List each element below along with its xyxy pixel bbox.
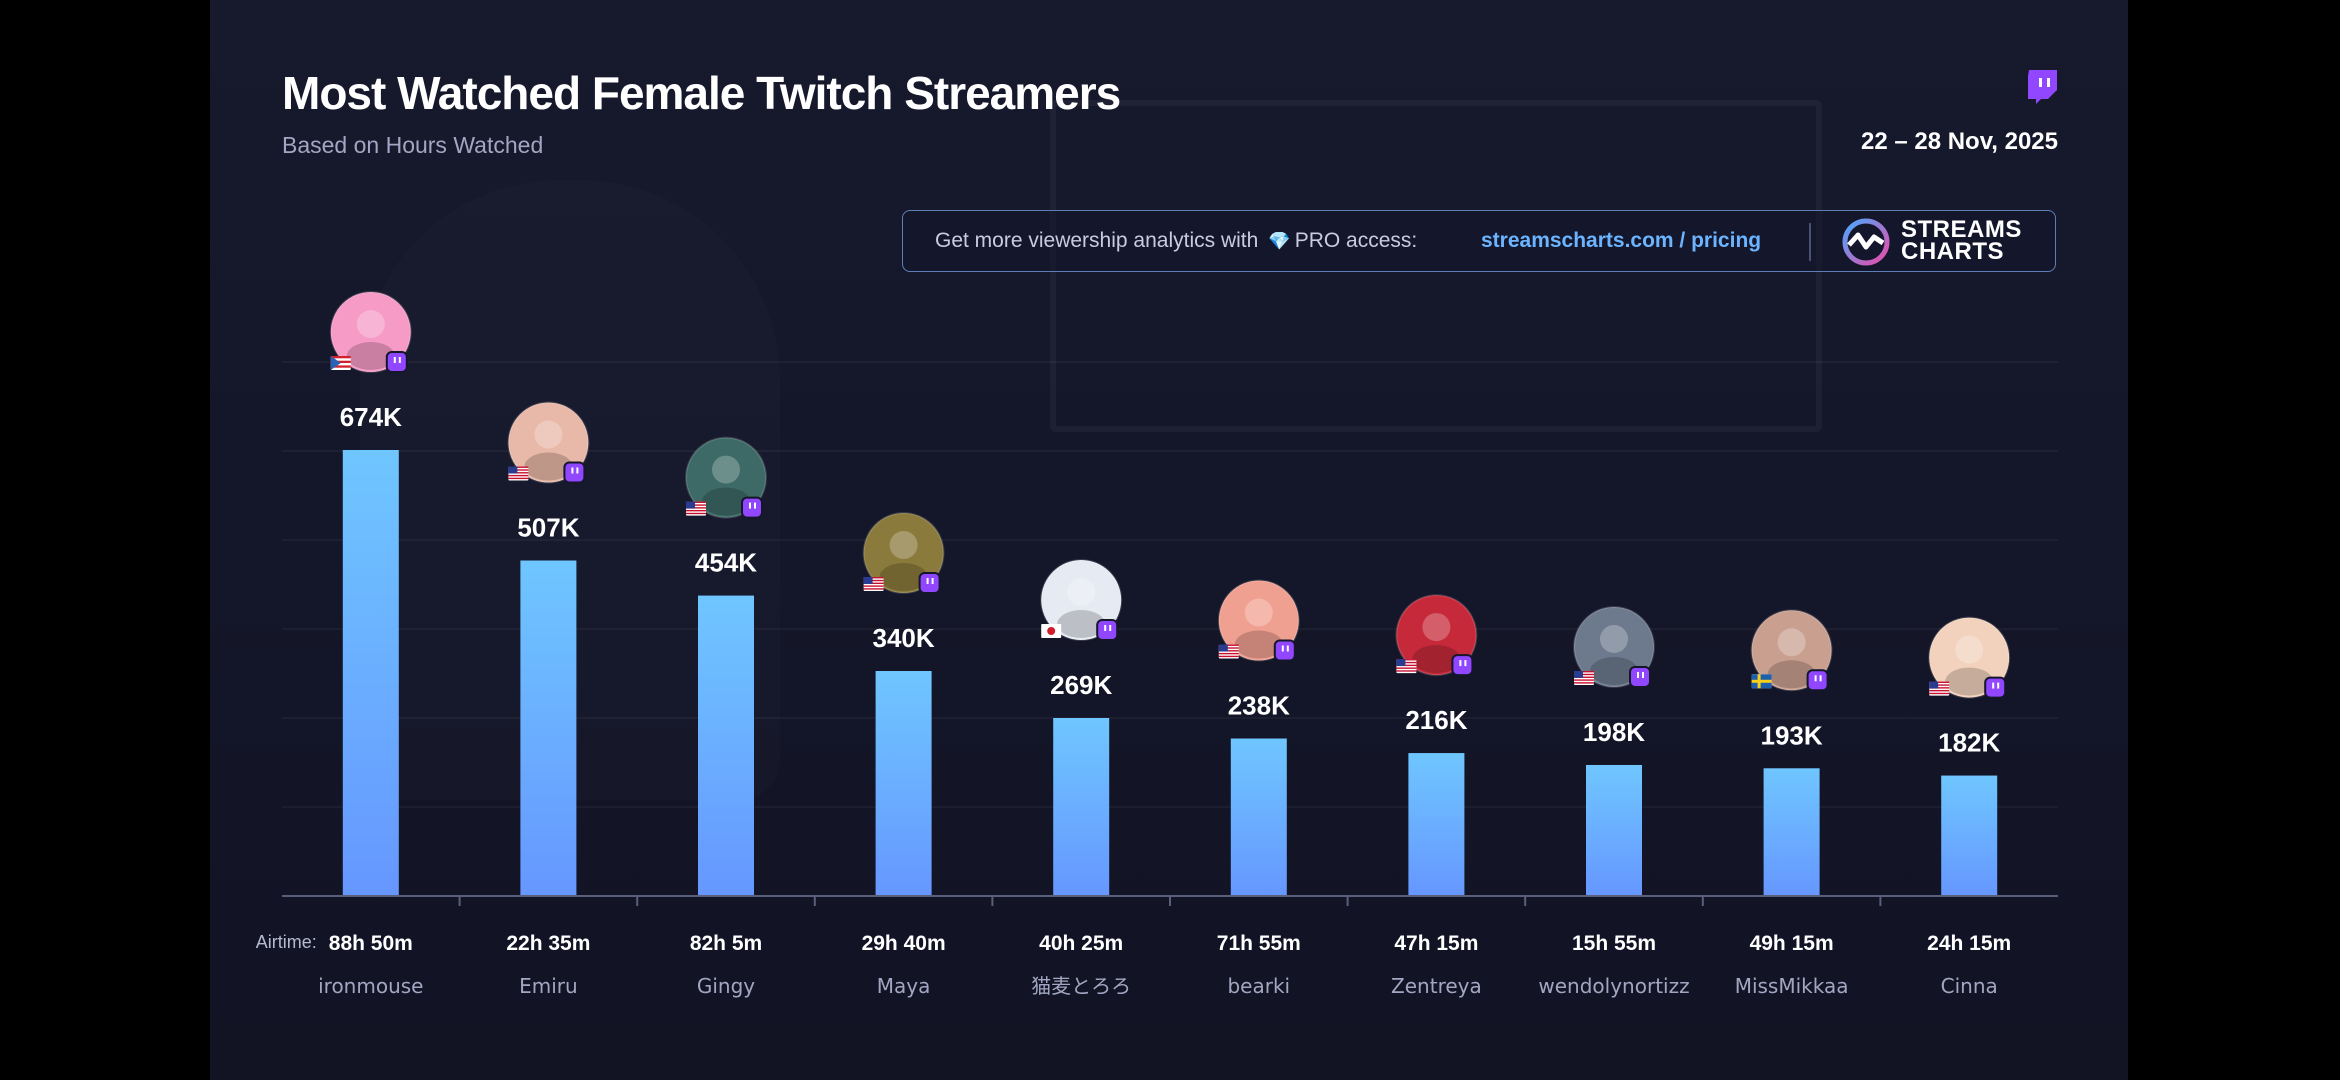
bar[interactable] <box>875 671 932 896</box>
twitch-badge-icon <box>385 351 408 373</box>
bar-chart: 674K 88h 50m ironmouse 507K 22h 35m Emiru 454K… <box>256 291 2058 998</box>
value-label: 507K <box>517 513 579 543</box>
airtime-value: 88h 50m <box>329 932 413 955</box>
twitch-logo-icon <box>2028 70 2057 104</box>
streamer-name[interactable]: MissMikkaa <box>1735 974 1849 998</box>
twitch-badge-icon <box>1273 639 1296 662</box>
streamer-avatar[interactable] <box>1040 558 1123 641</box>
streamer-avatar[interactable] <box>1217 579 1300 662</box>
twitch-badge-icon <box>918 572 941 595</box>
diamond-icon: 💎 <box>1268 231 1291 251</box>
airtime-value: 40h 25m <box>1039 932 1123 955</box>
country-flag-icon <box>863 577 884 592</box>
brand-line-1: STREAMS <box>1901 216 2022 243</box>
streamer-name[interactable]: bearki <box>1227 974 1290 998</box>
bar[interactable] <box>1230 738 1287 896</box>
airtime-value: 49h 15m <box>1750 932 1834 955</box>
twitch-badge-icon <box>1451 654 1474 677</box>
country-flag-icon <box>1396 659 1417 674</box>
streamer-name[interactable]: ironmouse <box>318 974 423 998</box>
bar[interactable] <box>1763 768 1820 896</box>
streamer-name[interactable]: Maya <box>877 974 931 998</box>
value-label: 674K <box>340 402 402 432</box>
chart-subtitle: Based on Hours Watched <box>282 132 544 158</box>
value-label: 182K <box>1938 728 2000 758</box>
brand-name: STREAMS CHARTS <box>1901 216 2022 265</box>
streamer-name[interactable]: Emiru <box>519 974 578 998</box>
promo-text: Get more viewership analytics with 💎 PRO a… <box>935 229 1418 252</box>
bar[interactable] <box>1586 764 1642 896</box>
streamer-name[interactable]: Zentreya <box>1391 974 1482 998</box>
streamer-avatar[interactable] <box>507 401 590 484</box>
value-label: 340K <box>873 623 935 653</box>
country-flag-icon <box>1751 674 1772 689</box>
bar[interactable] <box>1408 753 1465 896</box>
promo-banner[interactable]: Get more viewership analytics with 💎 PRO a… <box>902 210 2056 272</box>
country-flag-icon <box>1218 644 1239 659</box>
streamer-avatar[interactable] <box>1928 616 2011 699</box>
streamer-avatar[interactable] <box>862 512 945 595</box>
bar[interactable] <box>1941 775 1998 896</box>
country-flag-icon <box>1574 670 1594 685</box>
value-label: 216K <box>1405 705 1467 735</box>
value-label: 198K <box>1583 717 1645 747</box>
chart-card: Most Watched Female Twitch Streamers Bas… <box>210 0 2128 1080</box>
streamer-name[interactable]: Gingy <box>697 974 755 998</box>
value-label: 238K <box>1228 691 1290 721</box>
airtime-value: 47h 15m <box>1394 932 1478 955</box>
airtime-label: Airtime: <box>256 932 317 952</box>
airtime-value: 29h 40m <box>862 932 946 955</box>
date-range: 22 – 28 Nov, 2025 <box>1860 128 2058 155</box>
streamer-avatar[interactable] <box>1573 605 1655 688</box>
airtime-value: 22h 35m <box>506 932 590 955</box>
bar[interactable] <box>1053 717 1110 896</box>
airtime-value: 82h 5m <box>690 932 762 955</box>
bar[interactable] <box>342 450 399 896</box>
country-flag-icon <box>1041 623 1062 638</box>
streamer-avatar[interactable] <box>685 436 767 519</box>
country-flag-icon <box>508 466 529 481</box>
chart-title: Most Watched Female Twitch Streamers <box>282 67 1121 119</box>
airtime-value: 71h 55m <box>1217 932 1301 955</box>
airtime-value: 24h 15m <box>1927 932 2011 955</box>
streamer-name[interactable]: 猫麦とろろ <box>1031 974 1131 998</box>
streamer-name[interactable]: Cinna <box>1941 974 1998 998</box>
value-label: 454K <box>695 548 757 578</box>
streamer-avatar[interactable] <box>329 291 412 373</box>
twitch-badge-icon <box>1629 665 1651 688</box>
bar[interactable] <box>520 560 577 896</box>
streamer-name[interactable]: wendolynortizz <box>1538 974 1689 998</box>
twitch-badge-icon <box>1984 676 2007 699</box>
twitch-badge-icon <box>563 461 586 484</box>
promo-divider <box>1809 223 1811 261</box>
streamer-avatar[interactable] <box>1750 609 1833 692</box>
twitch-badge-icon <box>1806 669 1829 692</box>
twitch-badge-icon <box>1096 618 1119 641</box>
brand-line-2: CHARTS <box>1901 238 2004 265</box>
country-flag-icon <box>1929 681 1950 696</box>
value-label: 193K <box>1761 720 1823 750</box>
country-flag-icon <box>330 356 351 370</box>
pro-label: PRO access: <box>1294 229 1418 252</box>
bar[interactable] <box>698 595 754 896</box>
value-label: 269K <box>1050 670 1112 700</box>
pricing-link[interactable]: streamscharts.com / pricing <box>1481 229 1762 252</box>
twitch-badge-icon <box>741 496 763 519</box>
streams-charts-logo-icon <box>1842 218 1890 266</box>
country-flag-icon <box>686 501 706 516</box>
airtime-value: 15h 55m <box>1572 932 1656 955</box>
streamer-avatar[interactable] <box>1395 594 1478 677</box>
